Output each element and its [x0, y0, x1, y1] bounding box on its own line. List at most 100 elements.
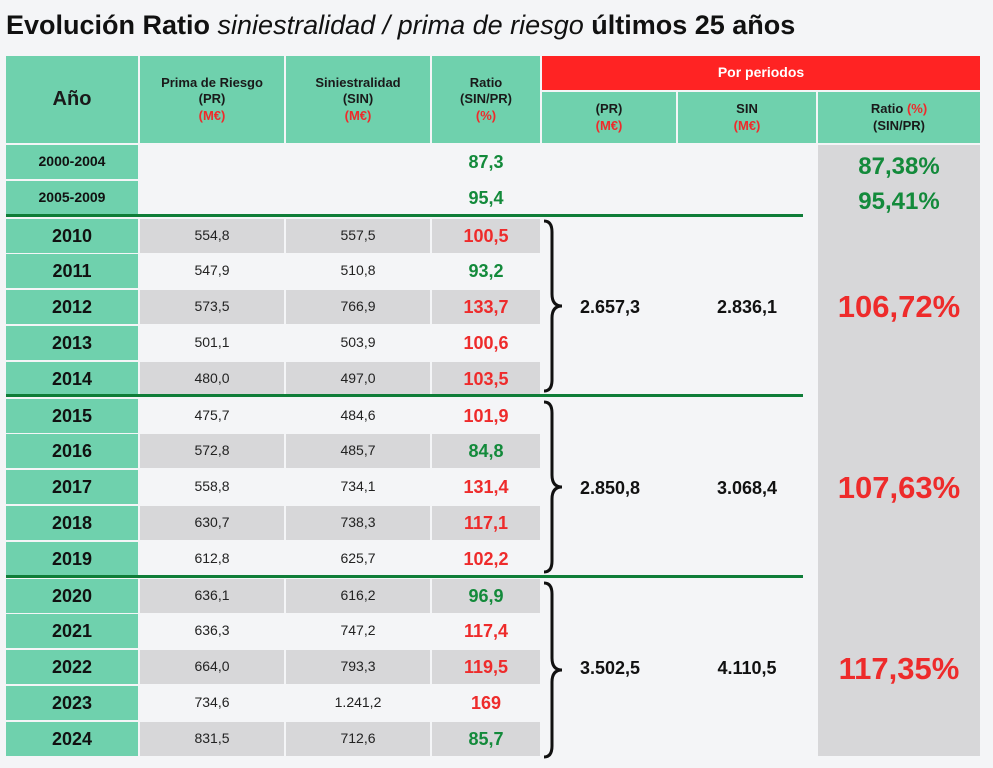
ratio-cell-value: 95,4	[468, 187, 504, 208]
pr-cell-value: 501,1	[194, 334, 230, 351]
ratio-cell-value: 101,9	[463, 405, 509, 426]
header-sin-line1: Siniestralidad	[315, 75, 401, 91]
year-cell: 2005-2009	[6, 181, 138, 215]
pr-cell-value: 558,8	[194, 478, 230, 495]
pr-cell-value: 612,8	[194, 550, 230, 567]
year-cell: 2020	[6, 579, 138, 613]
ratio-cell: 100,5	[432, 219, 540, 253]
period-ratio-value: 106,72%	[837, 288, 961, 324]
sin-cell: 747,2	[286, 614, 430, 648]
year-cell: 2015	[6, 399, 138, 433]
header-ratio: Ratio (SIN/PR) (%)	[432, 56, 540, 143]
pr-cell: 547,9	[140, 254, 284, 288]
period-ratio: 117,35%	[818, 648, 980, 690]
period-sin-total: 4.110,5	[678, 653, 816, 683]
year-cell-value: 2020	[51, 585, 93, 606]
brace-icon	[543, 581, 563, 759]
pr-cell-value: 480,0	[194, 370, 230, 387]
pr-cell-value: 664,0	[194, 658, 230, 675]
year-cell-value: 2017	[51, 476, 93, 497]
early-period-ratio-value: 87,38%	[858, 153, 940, 180]
year-cell-value: 2012	[51, 296, 93, 317]
header-sin-unit: (M€)	[344, 107, 372, 123]
sin-cell: 766,9	[286, 290, 430, 324]
sin-cell: 484,6	[286, 399, 430, 433]
ratio-cell: 102,2	[432, 542, 540, 576]
year-cell-value: 2018	[51, 512, 93, 533]
year-cell: 2019	[6, 542, 138, 576]
ratio-cell: 133,7	[432, 290, 540, 324]
header-period-pr: (PR) (M€)	[542, 92, 676, 143]
year-cell: 2010	[6, 219, 138, 253]
title-part-1: Evolución Ratio	[6, 10, 211, 40]
header-period-ratio-line1: Ratio	[870, 101, 904, 117]
ratio-cell-value: 96,9	[468, 585, 504, 606]
period-pr-total: 3.502,5	[560, 653, 660, 683]
year-cell-value: 2015	[51, 405, 93, 426]
period-sin-total-value: 2.836,1	[716, 296, 778, 317]
header-ratio-unit: (%)	[475, 107, 497, 123]
ratio-cell: 87,3	[432, 145, 540, 179]
sin-cell-value: 734,1	[340, 478, 376, 495]
header-year-label: Año	[52, 88, 92, 110]
year-cell-value: 2016	[51, 440, 93, 461]
period-ratio-value: 117,35%	[838, 650, 960, 686]
ratio-cell: 85,7	[432, 722, 540, 756]
sin-cell-value: 793,3	[340, 658, 376, 675]
year-cell-value: 2000-2004	[38, 153, 106, 170]
sin-cell: 485,7	[286, 434, 430, 468]
pr-cell-value: 630,7	[194, 514, 230, 531]
year-cell: 2024	[6, 722, 138, 756]
period-pr-total: 2.657,3	[560, 292, 660, 322]
header-por-periodos-label: Por periodos	[717, 64, 805, 81]
ratio-cell-value: 103,5	[463, 368, 509, 389]
ratio-cell: 84,8	[432, 434, 540, 468]
sin-cell-value: 497,0	[340, 370, 376, 387]
year-cell: 2016	[6, 434, 138, 468]
year-cell: 2013	[6, 326, 138, 360]
sin-cell: 557,5	[286, 219, 430, 253]
sin-cell: 625,7	[286, 542, 430, 576]
pr-cell: 573,5	[140, 290, 284, 324]
early-period-ratio-value: 95,41%	[858, 188, 940, 215]
header-por-periodos: Por periodos	[542, 56, 980, 90]
year-cell-value: 2010	[51, 225, 93, 246]
year-cell: 2017	[6, 470, 138, 504]
sin-cell-value: 510,8	[340, 262, 376, 279]
pr-cell: 734,6	[140, 686, 284, 720]
header-year: Año	[6, 56, 138, 143]
year-cell-value: 2014	[51, 368, 93, 389]
year-cell-value: 2011	[52, 260, 92, 281]
pr-cell: 480,0	[140, 362, 284, 396]
pr-cell-value: 554,8	[194, 227, 230, 244]
period-sin-total-value: 3.068,4	[716, 477, 778, 498]
ratio-cell: 103,5	[432, 362, 540, 396]
year-cell-value: 2022	[51, 656, 93, 677]
year-cell: 2023	[6, 686, 138, 720]
brace-icon	[543, 400, 563, 574]
period-pr-total-value: 3.502,5	[579, 657, 641, 678]
period-separator	[6, 575, 803, 578]
ratio-cell: 101,9	[432, 399, 540, 433]
sin-cell: 497,0	[286, 362, 430, 396]
sin-cell-value: 485,7	[340, 442, 376, 459]
pr-cell-value: 573,5	[194, 298, 230, 315]
period-ratio: 106,72%	[818, 286, 980, 328]
year-cell: 2021	[6, 614, 138, 648]
year-cell-value: 2013	[51, 332, 93, 353]
ratio-cell-value: 117,4	[463, 620, 509, 641]
header-pr-line2: (PR)	[198, 91, 226, 107]
sin-cell-value: 712,6	[340, 730, 376, 747]
pr-cell-value: 572,8	[194, 442, 230, 459]
ratio-cell-value: 102,2	[463, 548, 509, 569]
header-period-sin: SIN (M€)	[678, 92, 816, 143]
page-title: Evolución Ratio siniestralidad / prima d…	[6, 10, 795, 41]
year-cell: 2022	[6, 650, 138, 684]
ratio-cell: 117,4	[432, 614, 540, 648]
period-sin-total-value: 4.110,5	[717, 657, 777, 678]
year-cell: 2018	[6, 506, 138, 540]
period-separator	[6, 214, 803, 217]
header-period-pr-line1: (PR)	[595, 101, 623, 117]
header-pr: Prima de Riesgo (PR) (M€)	[140, 56, 284, 143]
header-period-ratio-unit: (%)	[906, 101, 928, 117]
